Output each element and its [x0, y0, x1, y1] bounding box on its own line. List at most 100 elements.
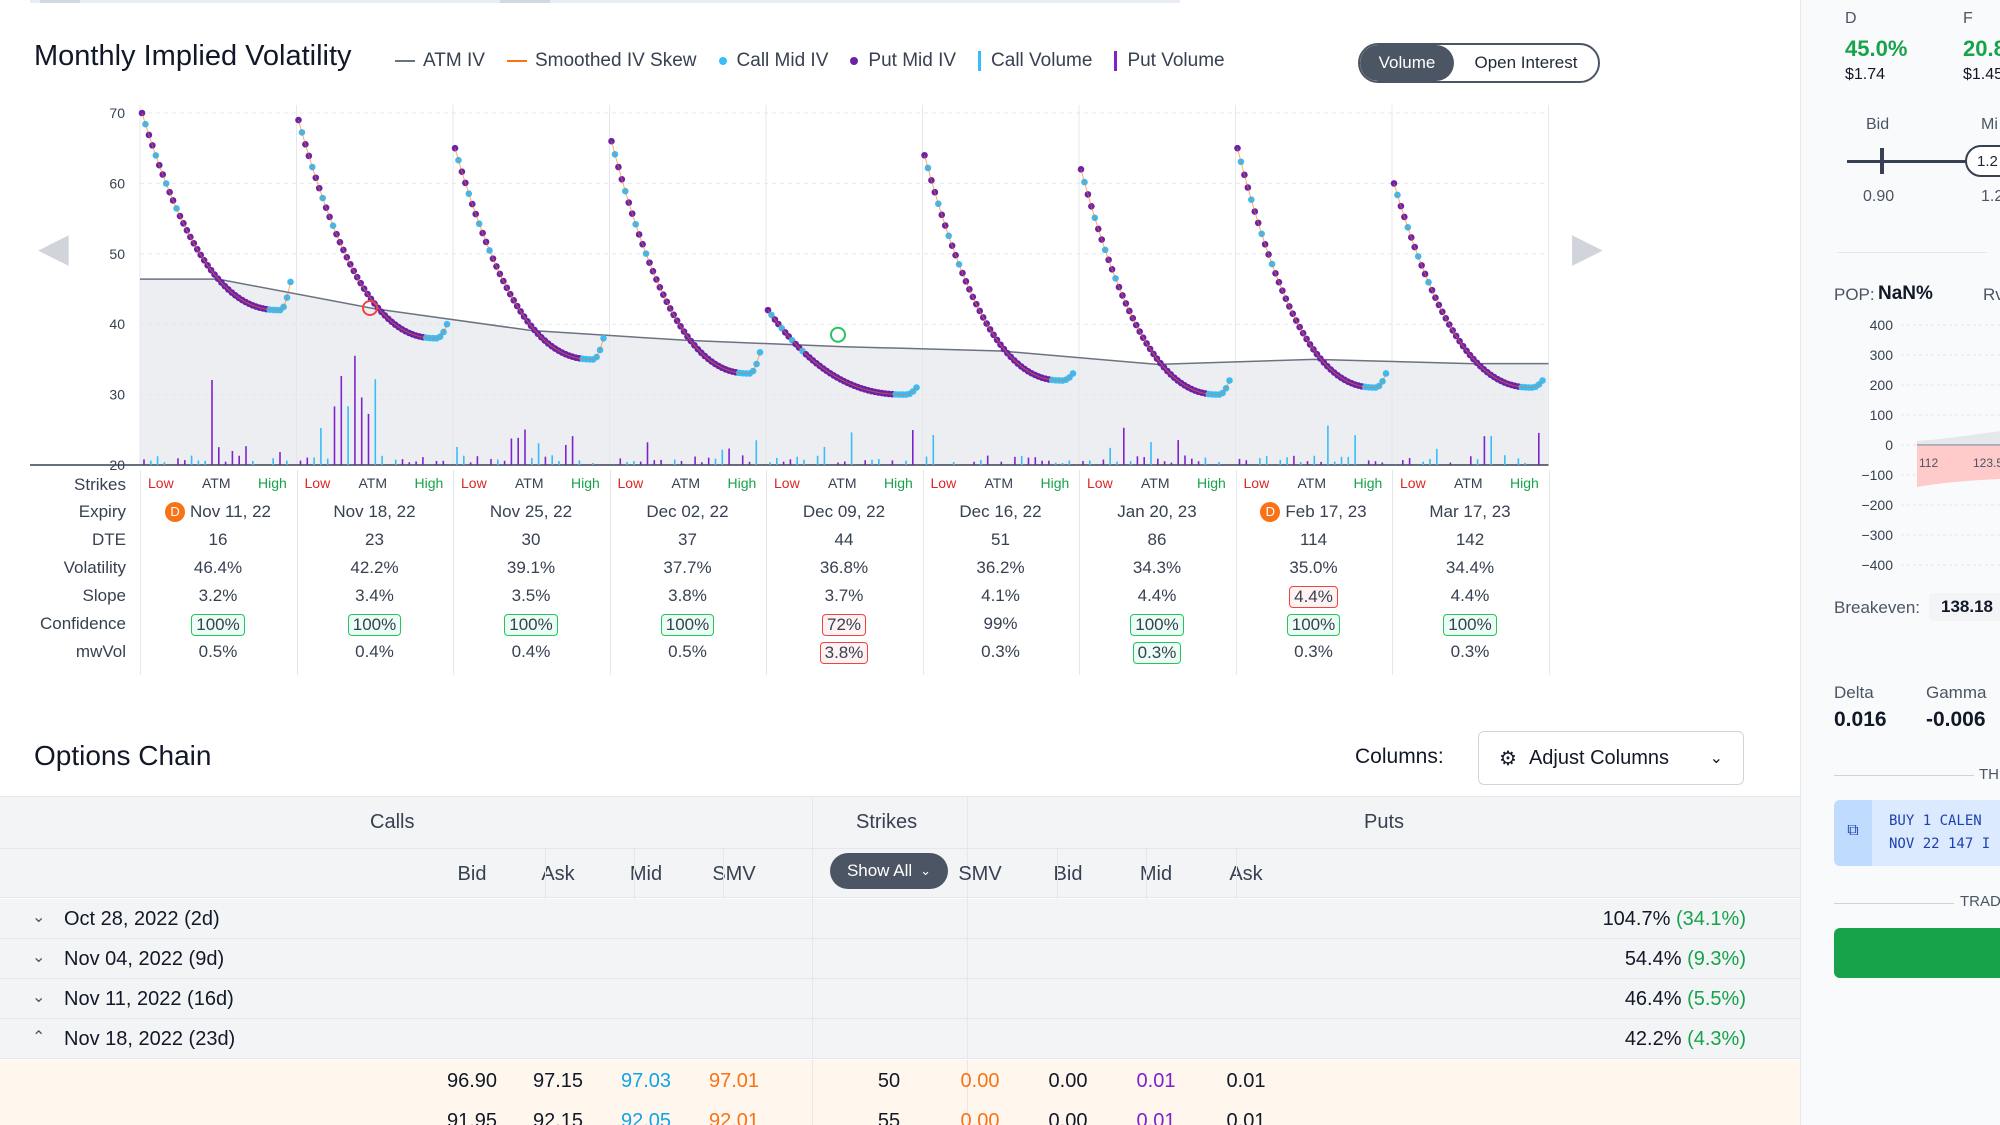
strike-atm-label[interactable]: ATM [1454, 475, 1483, 491]
show-all-strikes-dropdown[interactable]: Show All ⌄ [830, 853, 948, 889]
p-smv-cell[interactable]: 0.00 [960, 1070, 1000, 1092]
put-col-header[interactable]: Ask [1229, 863, 1263, 885]
p-ask-cell[interactable]: 0.01 [1226, 1070, 1266, 1092]
c-bid-cell[interactable]: 91.95 [446, 1110, 498, 1125]
expiry-date[interactable]: Dec 16, 22 [959, 502, 1042, 521]
c-smv-cell[interactable]: 97.01 [708, 1070, 760, 1092]
strike-low-label[interactable]: Low [1243, 475, 1270, 491]
put-col-header[interactable]: Bid [1053, 863, 1083, 885]
volume-oi-toggle[interactable]: Volume Open Interest [1358, 43, 1600, 83]
strike-cell[interactable]: 55 [877, 1110, 901, 1125]
option-row[interactable]: 91.95 92.15 92.05 92.01 55 0.00 0.00 0.01 0.01 [0, 1100, 1800, 1125]
slope-cell: 3.8% [668, 586, 707, 605]
volume-toggle-option[interactable]: Volume [1360, 45, 1454, 81]
expiry-date[interactable]: Nov 25, 22 [489, 502, 573, 521]
expiration-iv: 42.2% (4.3%) [1624, 1028, 1746, 1050]
expiry-date[interactable]: Feb 17, 23 [1285, 502, 1367, 521]
price-slider-track[interactable] [1847, 160, 2000, 163]
c-bid-cell[interactable]: 96.90 [446, 1070, 498, 1092]
put-col-header[interactable]: Mid [1139, 863, 1173, 885]
volatility-cell: 42.2% [350, 558, 399, 577]
strike-low-label[interactable]: Low [461, 475, 487, 491]
expiration-row[interactable]: ⌃ Nov 18, 2022 (23d) 42.2% (4.3%) [0, 1019, 1800, 1059]
strike-atm-label[interactable]: ATM [828, 475, 857, 491]
grid-separator [766, 470, 767, 675]
expiry-date[interactable]: Jan 20, 23 [1117, 502, 1197, 521]
strike-cell[interactable]: 50 [877, 1070, 901, 1092]
expiration-row[interactable]: ⌄ Oct 28, 2022 (2d) 104.7% (34.1%) [0, 899, 1800, 939]
p-mid-cell[interactable]: 0.01 [1136, 1070, 1176, 1092]
open-interest-toggle-option[interactable]: Open Interest [1474, 53, 1578, 72]
expiry-date[interactable]: Dec 02, 22 [646, 502, 729, 521]
chevron-down-icon[interactable]: ⌄ [32, 949, 46, 966]
c-mid-cell[interactable]: 92.05 [620, 1110, 672, 1125]
strike-atm-label[interactable]: ATM [202, 475, 231, 491]
expiry-date[interactable]: Mar 17, 23 [1429, 502, 1511, 521]
strike-high-label[interactable]: High [414, 475, 444, 491]
p-mid-cell[interactable]: 0.01 [1136, 1110, 1176, 1125]
call-col-header[interactable]: SMV [712, 863, 756, 885]
p-bid-cell[interactable]: 0.00 [1048, 1070, 1088, 1092]
strike-low-label[interactable]: Low [930, 475, 957, 491]
p-smv-cell[interactable]: 0.00 [960, 1110, 1000, 1125]
expiry-date[interactable]: Nov 11, 22 [190, 502, 271, 521]
strike-atm-label[interactable]: ATM [984, 475, 1014, 491]
chart-next-arrow[interactable]: ▶ [1572, 226, 1603, 270]
strike-atm-label[interactable]: ATM [358, 475, 388, 491]
strike-high-label[interactable]: High [1040, 475, 1070, 491]
strike-atm-label[interactable]: ATM [1297, 475, 1327, 491]
strike-atm-label[interactable]: ATM [1141, 475, 1170, 491]
strike-high-label[interactable]: High [571, 475, 600, 491]
price-slider-handle[interactable]: 1.2 [1965, 145, 2000, 177]
call-col-header[interactable]: Bid [457, 863, 487, 885]
strike-low-label[interactable]: Low [304, 475, 331, 491]
expiry-cell: Nov 25, 22 [456, 502, 606, 522]
c-ask-cell[interactable]: 97.15 [532, 1070, 584, 1092]
option-row[interactable]: 96.90 97.15 97.03 97.01 50 0.00 0.00 0.01 0.01 [0, 1060, 1800, 1102]
legend-item-4[interactable]: Call Volume [978, 50, 1092, 72]
chevron-down-icon[interactable]: ⌄ [32, 909, 46, 926]
call-col-header[interactable]: Mid [629, 863, 663, 885]
expiry-date[interactable]: Nov 18, 22 [333, 502, 416, 521]
chevron-down-icon[interactable]: ⌄ [32, 989, 46, 1006]
chart-prev-arrow[interactable]: ◀ [38, 226, 69, 270]
legend-item-1[interactable]: Smoothed IV Skew [506, 50, 697, 72]
call-col-header[interactable]: Ask [541, 863, 575, 885]
strike-high-label[interactable]: High [727, 475, 757, 491]
grid-separator [1235, 470, 1237, 675]
legend-item-5[interactable]: Put Volume [1114, 50, 1225, 72]
c-ask-cell[interactable]: 92.15 [532, 1110, 584, 1125]
c-mid-cell[interactable]: 97.03 [620, 1070, 672, 1092]
dte-cell: 44 [834, 530, 854, 549]
adjust-columns-button[interactable]: ⚙ Adjust Columns ⌄ [1478, 731, 1744, 785]
delta-label: Delta [1834, 683, 1874, 702]
legend-item-2[interactable]: Call Mid IV [718, 50, 828, 72]
trade-button[interactable] [1834, 928, 2000, 978]
c-smv-cell[interactable]: 92.01 [708, 1110, 760, 1125]
chevron-up-icon[interactable]: ⌃ [32, 1029, 46, 1046]
put-mid-iv-point [1077, 166, 1085, 173]
strike-low-label[interactable]: Low [617, 475, 644, 491]
volatility-cell: 36.2% [976, 558, 1025, 577]
expiration-row[interactable]: ⌄ Nov 11, 2022 (16d) 46.4% (5.5%) [0, 979, 1800, 1019]
strike-low-label[interactable]: Low [1400, 475, 1426, 491]
strike-high-label[interactable]: High [1510, 475, 1539, 491]
strike-atm-label[interactable]: ATM [671, 475, 701, 491]
legend-item-3[interactable]: Put Mid IV [850, 50, 956, 72]
strike-high-label[interactable]: High [258, 475, 287, 491]
copy-icon[interactable]: ⧉ [1834, 800, 1872, 866]
expiry-date[interactable]: Dec 09, 22 [802, 502, 886, 521]
p-ask-cell[interactable]: 0.01 [1226, 1110, 1266, 1125]
strike-high-label[interactable]: High [1197, 475, 1226, 491]
p-bid-cell[interactable]: 0.00 [1048, 1110, 1088, 1125]
strike-high-label[interactable]: High [884, 475, 913, 491]
put-col-header[interactable]: SMV [958, 863, 1002, 885]
strike-low-label[interactable]: Low [148, 475, 174, 491]
expiration-row[interactable]: ⌄ Nov 04, 2022 (9d) 54.4% (9.3%) [0, 939, 1800, 979]
strike-low-label[interactable]: Low [1087, 475, 1113, 491]
strike-low-label[interactable]: Low [774, 475, 800, 491]
order-summary-card[interactable]: ⧉ BUY 1 CALEN NOV 22 147 I [1834, 800, 2000, 866]
strike-high-label[interactable]: High [1353, 475, 1383, 491]
legend-item-0[interactable]: ATM IV [395, 50, 485, 72]
strike-atm-label[interactable]: ATM [515, 475, 544, 491]
